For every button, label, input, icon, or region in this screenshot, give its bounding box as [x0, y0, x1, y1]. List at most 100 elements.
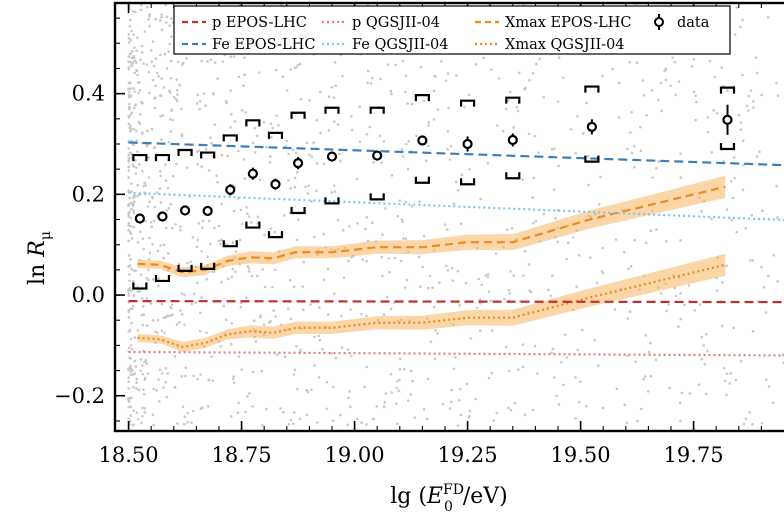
sys-bracket-lower — [369, 193, 385, 201]
background-point — [725, 208, 729, 211]
background-point — [131, 196, 135, 200]
background-point — [252, 319, 256, 323]
background-point — [147, 70, 151, 74]
background-point — [315, 162, 319, 165]
background-point — [182, 422, 186, 426]
background-point — [517, 71, 521, 75]
background-point — [155, 389, 158, 392]
background-point — [175, 323, 179, 326]
background-point — [333, 120, 336, 123]
background-point — [379, 77, 382, 81]
background-point — [679, 152, 682, 155]
background-point — [148, 251, 152, 255]
background-point — [140, 3, 143, 7]
background-point — [396, 379, 399, 383]
background-point — [127, 294, 130, 297]
background-point — [226, 277, 230, 281]
background-point — [229, 55, 233, 59]
background-point — [385, 295, 389, 299]
background-point — [704, 332, 708, 336]
background-point — [165, 67, 169, 70]
background-point — [706, 115, 710, 119]
background-point — [340, 314, 343, 318]
background-point — [748, 259, 752, 262]
background-point — [230, 112, 233, 116]
background-point — [197, 149, 201, 153]
background-point — [172, 95, 176, 99]
background-point — [751, 329, 755, 333]
background-point — [639, 407, 643, 411]
background-point — [454, 356, 457, 359]
background-point — [521, 365, 525, 369]
background-point — [380, 161, 384, 164]
background-point — [247, 215, 251, 218]
background-point — [170, 226, 174, 230]
background-point — [735, 230, 738, 234]
background-point — [516, 109, 520, 113]
background-point — [654, 358, 658, 362]
background-point — [132, 209, 135, 213]
background-point — [246, 395, 249, 398]
background-point — [159, 174, 162, 178]
background-point — [127, 33, 131, 36]
background-point — [292, 422, 295, 425]
background-point — [706, 349, 709, 353]
background-point — [350, 128, 354, 132]
background-point — [250, 221, 253, 224]
background-point — [679, 292, 682, 295]
background-point — [742, 422, 746, 426]
background-point — [156, 331, 159, 335]
sys-bracket-upper — [222, 134, 238, 142]
background-point — [404, 74, 408, 78]
background-point — [372, 160, 375, 164]
background-point — [200, 250, 203, 253]
background-point — [776, 94, 780, 97]
background-point — [255, 134, 259, 138]
background-point — [143, 411, 147, 414]
background-point — [295, 65, 298, 69]
background-point — [346, 348, 350, 352]
background-point — [232, 377, 235, 381]
background-point — [133, 46, 136, 49]
background-point — [332, 184, 336, 187]
background-point — [565, 356, 569, 359]
background-point — [403, 286, 407, 289]
background-point — [218, 242, 222, 246]
background-point — [220, 153, 224, 157]
xmax-epos-band — [137, 175, 726, 278]
background-point — [154, 84, 157, 87]
background-point — [256, 215, 260, 219]
background-point — [623, 403, 627, 407]
background-point — [641, 79, 645, 82]
background-point — [366, 81, 370, 85]
background-point — [293, 176, 297, 180]
background-point — [467, 93, 471, 97]
background-point — [259, 314, 262, 317]
background-point — [754, 56, 758, 59]
data-point — [324, 106, 340, 205]
background-point — [192, 409, 195, 413]
background-point — [687, 284, 691, 287]
background-point — [301, 285, 304, 288]
background-point — [683, 303, 686, 307]
background-point — [140, 364, 144, 367]
data-marker — [225, 184, 236, 195]
background-point — [331, 385, 335, 389]
background-point — [238, 238, 242, 242]
background-point — [405, 278, 409, 282]
background-point — [166, 186, 170, 190]
background-point — [127, 308, 131, 312]
background-point — [507, 99, 510, 102]
background-point — [730, 218, 733, 222]
background-point — [315, 189, 318, 193]
background-point — [585, 101, 588, 105]
legend-label: Xmax QGSJII-04 — [505, 37, 625, 53]
background-point — [443, 223, 447, 226]
data-marker — [270, 179, 281, 190]
background-point — [274, 315, 277, 318]
background-point — [196, 377, 199, 381]
background-point — [129, 201, 133, 205]
background-point — [489, 299, 492, 303]
background-point — [750, 213, 754, 217]
background-point — [547, 288, 550, 292]
